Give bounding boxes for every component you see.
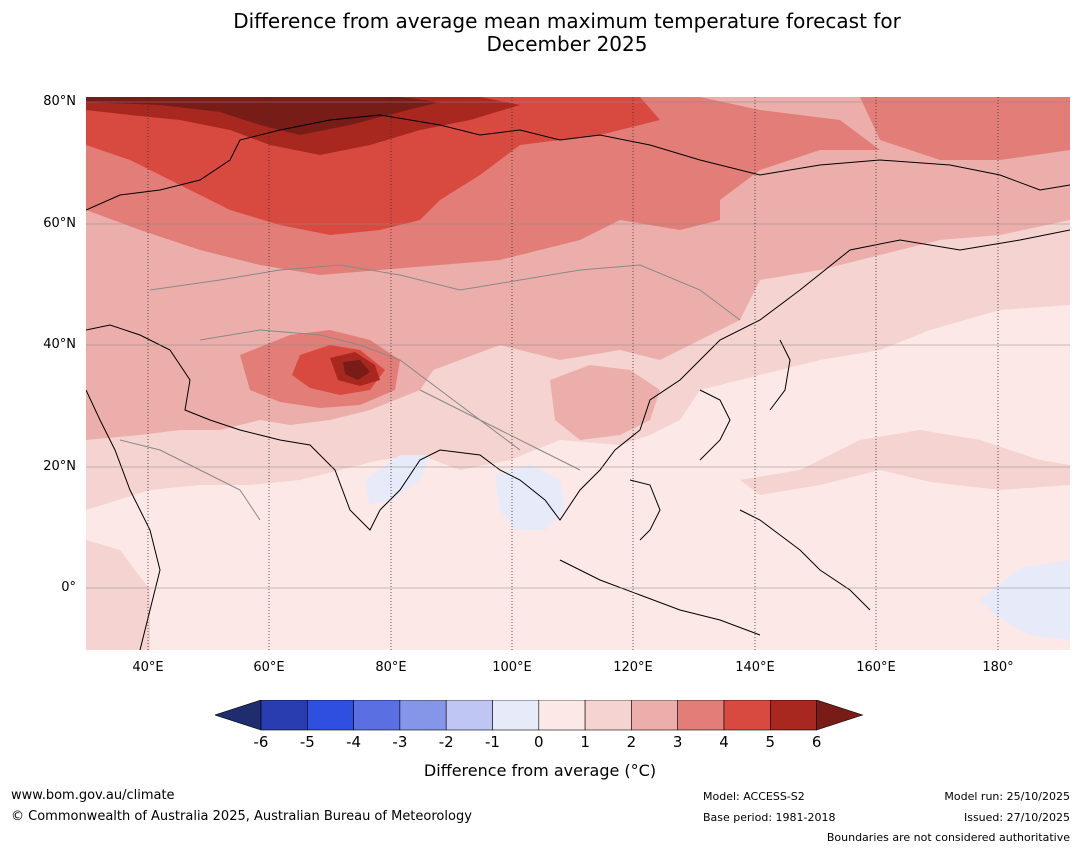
colorbar-label: Difference from average (°C) xyxy=(423,761,657,780)
title-line-2: December 2025 xyxy=(486,32,648,56)
meridians xyxy=(147,97,999,650)
anomaly-band-1-2-east xyxy=(740,430,1070,495)
graticule xyxy=(86,101,1070,589)
colorbar xyxy=(214,699,867,738)
colorbar-tick-label: 2 xyxy=(626,733,637,751)
colorbar-segment xyxy=(538,699,586,731)
colorbar-tick-label: -3 xyxy=(392,733,408,751)
issued-text: Issued: 27/10/2025 xyxy=(963,811,1070,824)
colorbar-segment xyxy=(723,699,771,731)
colorbar-tick-label: 3 xyxy=(672,733,683,751)
lon-label-160e: 160°E xyxy=(856,660,896,675)
lat-label-20n: 20°N xyxy=(43,459,76,474)
lon-label-40e: 40°E xyxy=(132,660,164,675)
colorbar-segment xyxy=(260,699,308,731)
anomaly-band-cool-indochina xyxy=(495,465,565,530)
anomaly-band-6-plus-tibet xyxy=(343,360,370,380)
coastlines xyxy=(86,114,1070,650)
colorbar-segment xyxy=(399,699,447,731)
map-title: Difference from average mean maximum tem… xyxy=(0,10,1081,56)
colorbar-segment xyxy=(307,699,354,731)
lat-label-0: 0° xyxy=(61,580,76,595)
colorbar-segment xyxy=(492,699,540,731)
anomaly-band-3-4-east xyxy=(860,97,1070,160)
colorbar-segment xyxy=(445,699,493,731)
anomaly-band-2-3-china xyxy=(550,365,660,440)
anomaly-field xyxy=(86,97,1070,650)
colorbar-tick-label: 6 xyxy=(811,733,822,751)
anomaly-band-cool-pacific xyxy=(980,560,1070,640)
colorbar-arrow-low xyxy=(214,699,262,731)
colorbar-arrow-high xyxy=(816,699,864,731)
lat-label-60n: 60°N xyxy=(43,216,76,231)
anomaly-band-1-2-sw xyxy=(86,540,150,650)
colorbar-segment xyxy=(631,699,678,731)
anomaly-band-cool-india xyxy=(365,455,430,505)
country-borders xyxy=(119,264,741,521)
lon-label-60e: 60°E xyxy=(253,660,285,675)
colorbar-tick-label: -1 xyxy=(485,733,500,751)
colorbar-tick-label: 4 xyxy=(719,733,729,751)
map-svg xyxy=(86,97,1070,650)
colorbar-tick-label: 0 xyxy=(534,733,544,751)
website-link[interactable]: www.bom.gov.au/climate xyxy=(11,788,175,803)
anomaly-band-6-plus xyxy=(86,97,440,135)
colorbar-segment xyxy=(677,699,725,731)
colorbar-segment xyxy=(584,699,632,731)
disclaimer-text: Boundaries are not considered authoritat… xyxy=(826,831,1070,844)
anomaly-band-4-5 xyxy=(86,97,660,235)
temperature-map xyxy=(0,90,1081,660)
lon-label-100e: 100°E xyxy=(492,660,532,675)
lon-label-180: 180° xyxy=(982,660,1014,675)
lat-label-80n: 80°N xyxy=(43,94,76,109)
model-run-text: Model run: 25/10/2025 xyxy=(944,790,1070,803)
colorbar-tick-label: 1 xyxy=(580,733,590,751)
colorbar-tick-label: 5 xyxy=(765,733,776,751)
title-line-1: Difference from average mean maximum tem… xyxy=(233,9,901,33)
colorbar-tick-label: -2 xyxy=(438,733,454,751)
colorbar-tick-label: -5 xyxy=(299,733,315,751)
colorbar-tick-label: -4 xyxy=(346,733,362,751)
colorbar-segment xyxy=(769,699,817,731)
model-text: Model: ACCESS-S2 xyxy=(703,790,805,803)
lon-label-140e: 140°E xyxy=(735,660,775,675)
lon-label-80e: 80°E xyxy=(375,660,407,675)
lat-label-40n: 40°N xyxy=(43,337,76,352)
lon-label-120e: 120°E xyxy=(613,660,653,675)
colorbar-svg xyxy=(214,699,864,731)
colorbar-tick-label: -6 xyxy=(253,733,269,751)
colorbar-segment xyxy=(353,699,401,731)
base-period-text: Base period: 1981-2018 xyxy=(703,811,836,824)
copyright-text: © Commonwealth of Australia 2025, Austra… xyxy=(11,809,472,824)
